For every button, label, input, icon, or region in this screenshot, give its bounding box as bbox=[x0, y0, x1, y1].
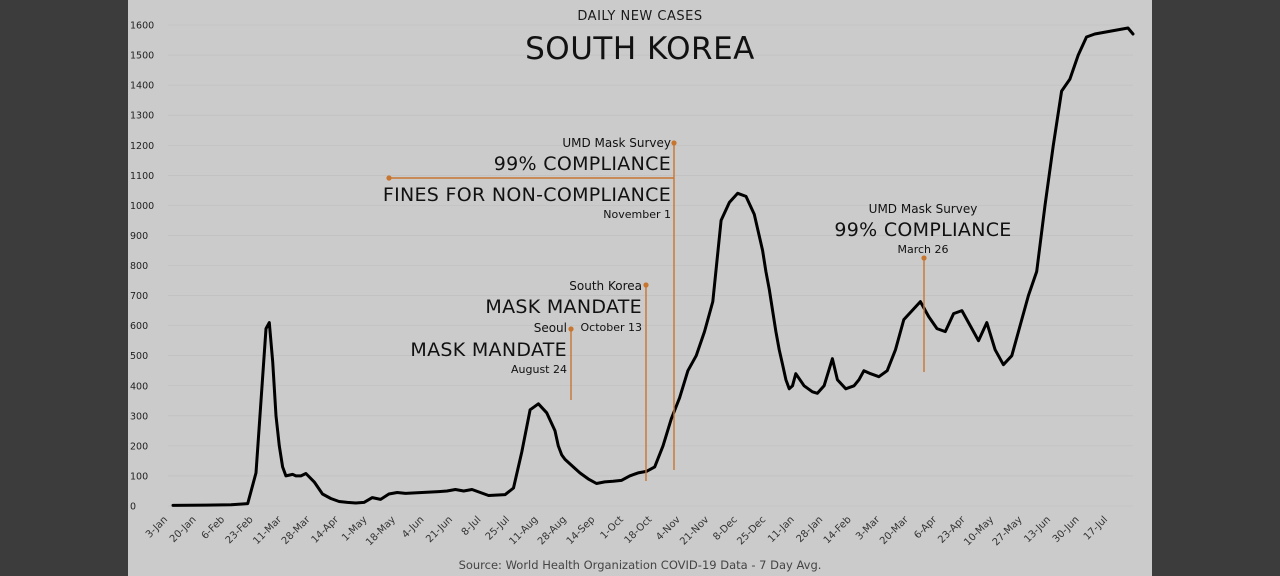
x-tick-label: 18-May bbox=[364, 514, 398, 548]
y-tick-label: 900 bbox=[130, 231, 148, 242]
annotation-seoul-mandate-text: MASK MANDATE bbox=[410, 339, 567, 361]
x-tick-label: 18-Oct bbox=[623, 514, 655, 546]
annotation-seoul-date: August 24 bbox=[511, 363, 567, 376]
x-tick-label: 17-Jul bbox=[1082, 514, 1110, 542]
annotation-compliance-1: 99% COMPLIANCE bbox=[494, 153, 671, 175]
x-tick-label: 21-Jun bbox=[424, 514, 455, 545]
annotation-sk-label: South Korea bbox=[569, 279, 642, 293]
annotation-sk-date: October 13 bbox=[580, 321, 642, 334]
chart: 0 100 200 300 400 500 600 700 800 900 1000 1100 1200… bbox=[130, 9, 1135, 572]
annotation-umd-survey-label-1: UMD Mask Survey bbox=[562, 136, 671, 150]
y-tick-label: 700 bbox=[130, 291, 148, 302]
x-tick-label: 14-Feb bbox=[822, 514, 854, 546]
y-tick-label: 800 bbox=[130, 261, 148, 272]
x-tick-label: 14-Sep bbox=[565, 514, 598, 547]
annotation-sk-mandate-text: MASK MANDATE bbox=[485, 296, 642, 318]
x-tick-label: 13-Jun bbox=[1022, 514, 1053, 545]
y-tick-label: 400 bbox=[130, 381, 148, 392]
y-tick-label: 1200 bbox=[130, 141, 154, 152]
chart-panel: 0 100 200 300 400 500 600 700 800 900 1000 1100 1200… bbox=[128, 0, 1152, 576]
x-tick-label: 11-Aug bbox=[507, 514, 540, 547]
annotation-fines-date: November 1 bbox=[603, 208, 671, 221]
y-tick-label: 1400 bbox=[130, 81, 154, 92]
x-tick-label: 11-Mar bbox=[251, 514, 284, 547]
x-tick-label: 28-Mar bbox=[280, 514, 313, 547]
y-tick-label: 1500 bbox=[130, 51, 154, 62]
y-tick-label: 0 bbox=[130, 502, 136, 513]
y-tick-label: 200 bbox=[130, 441, 148, 452]
x-tick-label: 21-Nov bbox=[678, 514, 711, 547]
x-tick-label: 30-Jun bbox=[1051, 514, 1082, 545]
annotation-seoul-mandate bbox=[568, 326, 574, 400]
x-tick-label: 25-Dec bbox=[735, 514, 768, 547]
x-tick-label: 4-Jun bbox=[400, 514, 426, 540]
annotation-fines-text: FINES FOR NON-COMPLIANCE bbox=[383, 184, 671, 206]
y-tick-label: 1600 bbox=[130, 21, 154, 32]
y-tick-label: 1300 bbox=[130, 111, 154, 122]
x-tick-label: 6-Apr bbox=[912, 514, 940, 542]
annotation-march-date: March 26 bbox=[897, 243, 948, 256]
x-tick-label: 1-Oct bbox=[599, 514, 626, 541]
x-tick-label: 6-Feb bbox=[200, 514, 227, 541]
annotation-compliance-2: 99% COMPLIANCE bbox=[834, 219, 1011, 241]
annotation-fines bbox=[386, 140, 677, 470]
x-tick-label: 20-Jan bbox=[168, 514, 199, 545]
chart-subtitle: DAILY NEW CASES bbox=[577, 9, 702, 24]
x-tick-label: 14-Apr bbox=[310, 514, 342, 546]
x-tick-label: 10-May bbox=[962, 514, 996, 548]
y-tick-label: 500 bbox=[130, 351, 148, 362]
y-tick-label: 100 bbox=[130, 471, 148, 482]
x-tick-label: 27-May bbox=[991, 514, 1025, 548]
x-tick-label: 28-Jan bbox=[795, 514, 826, 545]
annotation-sk-mandate bbox=[643, 282, 649, 481]
chart-source: Source: World Health Organization COVID-… bbox=[459, 558, 822, 572]
y-tick-label: 600 bbox=[130, 321, 148, 332]
x-tick-label: 3-Jan bbox=[144, 514, 170, 540]
x-tick-label: 11-Jan bbox=[766, 514, 797, 545]
x-tick-label: 8-Jul bbox=[460, 514, 484, 538]
annotation-seoul-label: Seoul bbox=[534, 321, 567, 335]
x-tick-label: 20-Mar bbox=[878, 514, 911, 547]
x-tick-label: 23-Feb bbox=[224, 514, 256, 546]
chart-title: SOUTH KOREA bbox=[525, 31, 755, 67]
annotation-umd-survey-label-2: UMD Mask Survey bbox=[869, 202, 978, 216]
y-tick-label: 1100 bbox=[130, 171, 154, 182]
x-tick-label: 28-Aug bbox=[536, 514, 569, 547]
y-tick-label: 300 bbox=[130, 411, 148, 422]
y-tick-label: 1000 bbox=[130, 201, 154, 212]
series-line-cases bbox=[171, 26, 1135, 507]
annotation-march-survey bbox=[921, 255, 927, 372]
